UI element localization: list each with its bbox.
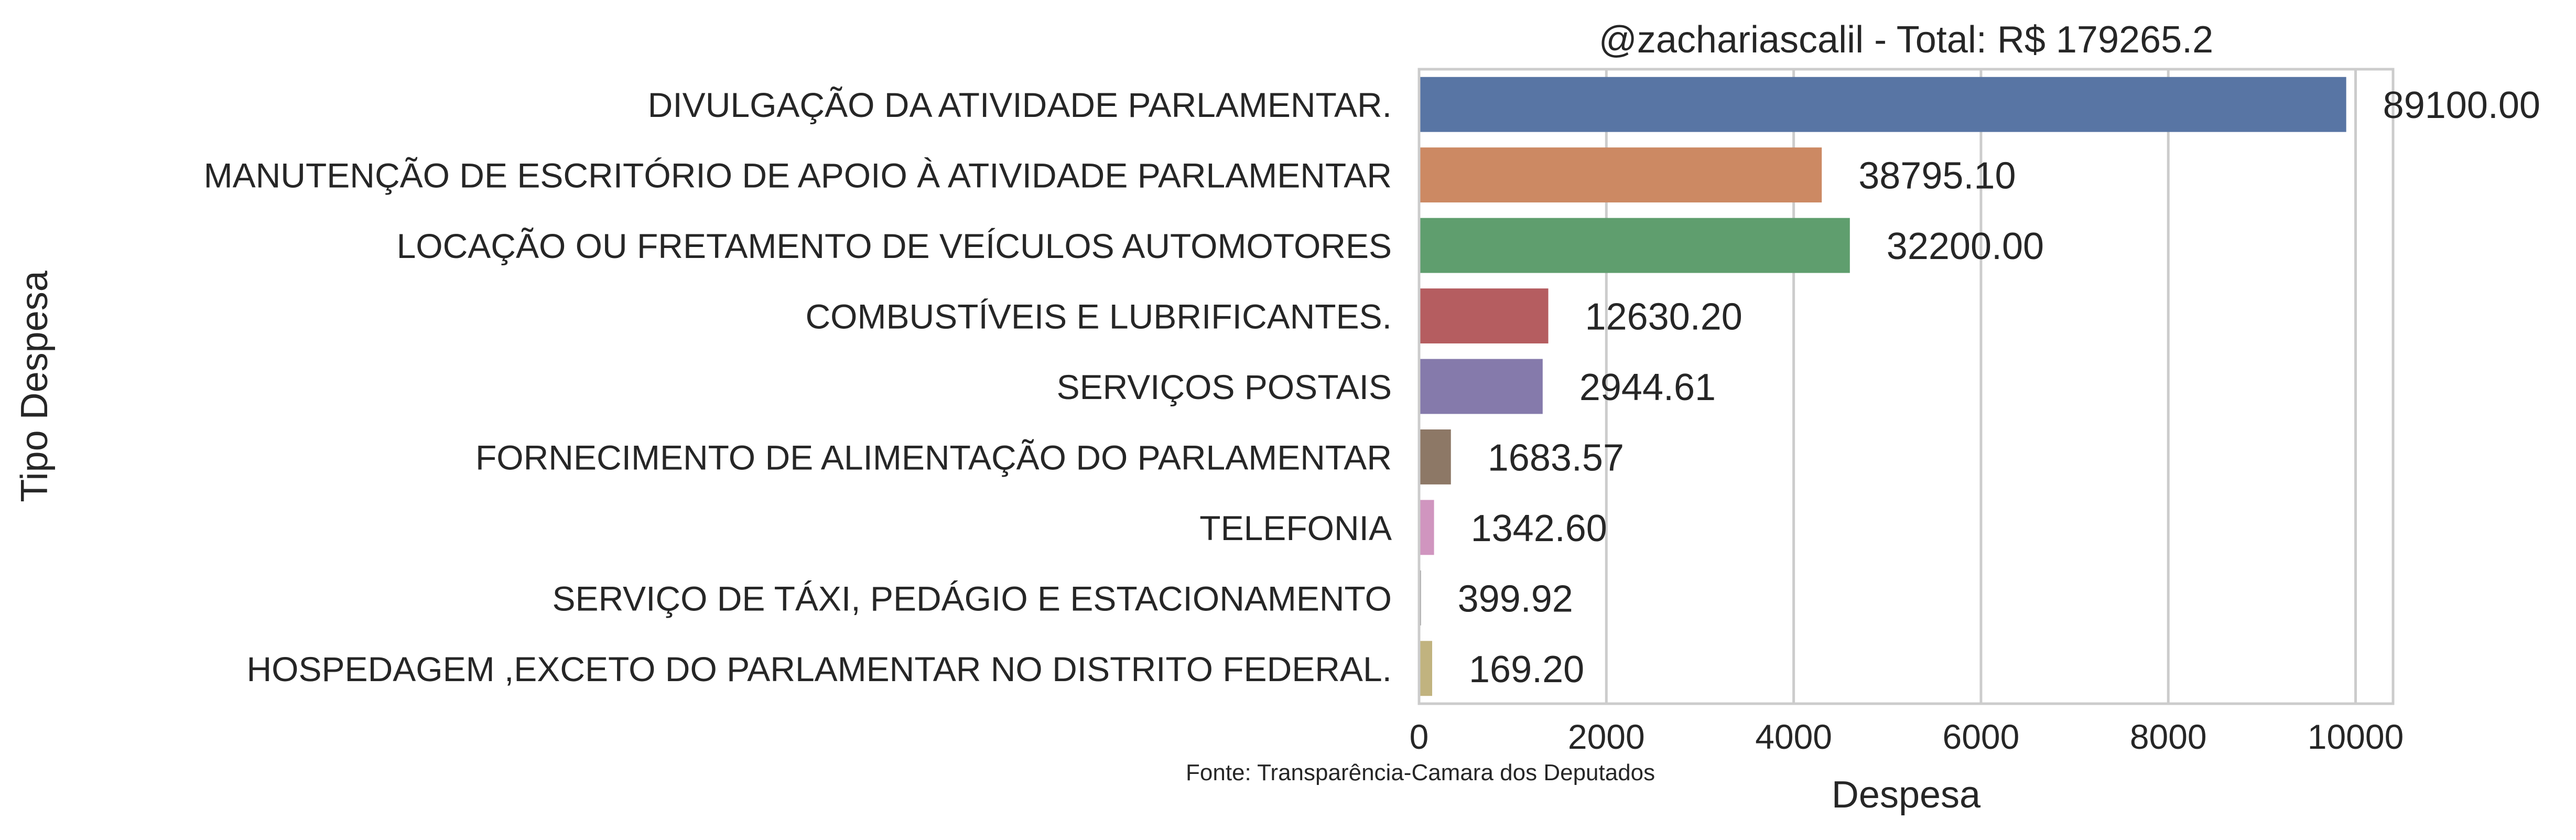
x-axis-title: Despesa [1832, 774, 1981, 816]
category-labels: DIVULGAÇÃO DA ATIVIDADE PARLAMENTAR. MANU… [204, 85, 1392, 688]
x-tick-label: 8000 [2130, 717, 2207, 756]
chart-title: @zachariascalil - Total: R$ 179265.2 [1599, 19, 2213, 61]
bar [1419, 218, 1850, 273]
x-tick-label: 0 [1410, 717, 1429, 756]
category-label: DIVULGAÇÃO DA ATIVIDADE PARLAMENTAR. [648, 85, 1392, 124]
bars [1419, 77, 2346, 696]
category-label: COMBUSTÍVEIS E LUBRIFICANTES. [805, 297, 1392, 336]
category-label: SERVIÇOS POSTAIS [1057, 368, 1392, 406]
data-label: 32200.00 [1887, 225, 2044, 267]
bar [1419, 429, 1451, 484]
data-label: 169.20 [1469, 649, 1584, 691]
category-label: MANUTENÇÃO DE ESCRITÓRIO DE APOIO À ATIV… [204, 156, 1392, 195]
source-note: Fonte: Transparência-Camara dos Deputado… [1186, 760, 1655, 785]
plot-frame [1417, 68, 2395, 705]
x-tick-label: 10000 [2308, 717, 2404, 756]
data-label: 2944.61 [1579, 367, 1716, 408]
y-axis-title: Tipo Despesa [14, 270, 56, 502]
category-label: TELEFONIA [1199, 509, 1392, 547]
bar [1419, 359, 1543, 414]
category-label: HOSPEDAGEM ,EXCETO DO PARLAMENTAR NO DIS… [247, 650, 1392, 688]
data-label: 38795.10 [1858, 155, 2016, 197]
data-label: 399.92 [1458, 578, 1573, 620]
data-label: 89100.00 [2383, 84, 2540, 126]
bar [1419, 147, 1822, 203]
bar [1419, 77, 2346, 132]
category-label: FORNECIMENTO DE ALIMENTAÇÃO DO PARLAMENT… [475, 438, 1392, 477]
value-labels: 89100.00 38795.10 32200.00 12630.20 2944.61 1… [1458, 84, 2540, 691]
x-tick-label: 4000 [1755, 717, 1832, 756]
bar [1419, 641, 1433, 696]
category-label: LOCAÇÃO OU FRETAMENTO DE VEÍCULOS AUTOMO… [397, 227, 1392, 265]
bar [1419, 288, 1549, 343]
x-tick-labels: 0 2000 4000 6000 8000 10000 [1410, 717, 2404, 756]
data-label: 1683.57 [1488, 437, 1624, 479]
category-label: SERVIÇO DE TÁXI, PEDÁGIO E ESTACIONAMENT… [553, 579, 1392, 618]
x-tick-label: 2000 [1568, 717, 1645, 756]
x-tick-label: 6000 [1943, 717, 2020, 756]
bar [1419, 500, 1434, 555]
data-label: 1342.60 [1471, 508, 1607, 550]
data-label: 12630.20 [1585, 296, 1742, 338]
